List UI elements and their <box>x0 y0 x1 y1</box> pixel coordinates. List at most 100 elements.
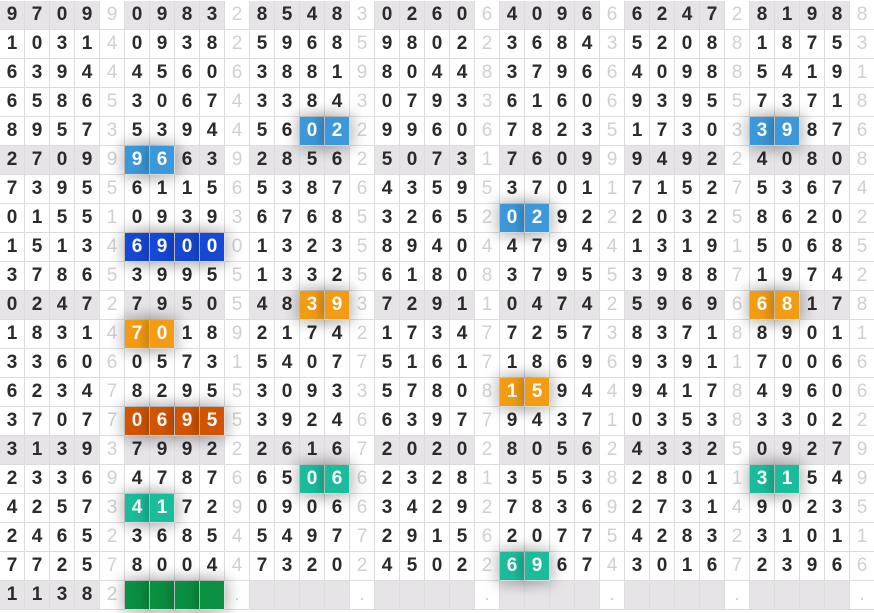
digit-cell: 7 <box>25 146 50 175</box>
highlighted-digit-cell: 0 <box>300 117 325 146</box>
digit-cell: 8 <box>325 204 350 233</box>
digit-cell: 9 <box>775 378 800 407</box>
digit-cell: 2 <box>650 523 675 552</box>
digit-cell: 2 <box>0 523 25 552</box>
digit-cell: 4 <box>125 59 150 88</box>
digit-cell: 1 <box>250 262 275 291</box>
highlighted-digit-cell: 0 <box>200 233 225 262</box>
digit-cell: 7 <box>200 88 225 117</box>
separator-digit-cell: 6 <box>475 523 500 552</box>
digit-cell: 1 <box>525 88 550 117</box>
digit-cell: 5 <box>525 465 550 494</box>
digit-cell: 9 <box>575 349 600 378</box>
digit-cell: 3 <box>500 175 525 204</box>
digit-cell: 7 <box>125 291 150 320</box>
digit-cell <box>500 581 525 610</box>
digit-cell: 3 <box>400 175 425 204</box>
digit-cell: 0 <box>775 349 800 378</box>
digit-cell: 8 <box>50 262 75 291</box>
digit-cell: 3 <box>250 59 275 88</box>
digit-cell: 6 <box>425 1 450 30</box>
digit-cell: 6 <box>825 349 850 378</box>
digit-cell: 2 <box>800 204 825 233</box>
separator-digit-cell: 8 <box>600 465 625 494</box>
digit-cell: 3 <box>50 30 75 59</box>
digit-cell <box>800 581 825 610</box>
digit-cell: 5 <box>550 320 575 349</box>
digit-cell: 3 <box>400 465 425 494</box>
digit-cell: 4 <box>450 320 475 349</box>
digit-cell: 5 <box>200 378 225 407</box>
separator-digit-cell: 2 <box>100 523 125 552</box>
digit-cell: 1 <box>800 59 825 88</box>
digit-cell: 9 <box>75 1 100 30</box>
separator-digit-cell: 3 <box>100 117 125 146</box>
digit-cell <box>550 581 575 610</box>
digit-cell: 7 <box>275 204 300 233</box>
digit-cell: 9 <box>675 146 700 175</box>
digit-cell: 8 <box>525 494 550 523</box>
digit-cell: 5 <box>200 262 225 291</box>
digit-cell: 0 <box>800 407 825 436</box>
digit-cell: 6 <box>575 494 600 523</box>
digit-cell: 6 <box>175 59 200 88</box>
digit-cell: 8 <box>375 233 400 262</box>
separator-digit-cell: 8 <box>725 59 750 88</box>
highlighted-digit-cell <box>200 581 225 610</box>
digit-cell: 8 <box>300 59 325 88</box>
separator-digit-cell: 1 <box>475 146 500 175</box>
digit-cell: 0 <box>50 146 75 175</box>
digit-cell: 9 <box>50 175 75 204</box>
digit-cell: 5 <box>200 523 225 552</box>
digit-cell: 3 <box>25 59 50 88</box>
highlighted-digit-cell <box>125 581 150 610</box>
digit-cell: 7 <box>325 523 350 552</box>
digit-cell: 1 <box>0 233 25 262</box>
digit-cell: 2 <box>300 233 325 262</box>
separator-digit-cell: 2 <box>475 30 500 59</box>
digit-cell: 1 <box>700 465 725 494</box>
digit-cell: 2 <box>700 175 725 204</box>
digit-cell: 4 <box>325 320 350 349</box>
digit-cell: 3 <box>200 146 225 175</box>
digit-cell: 5 <box>75 523 100 552</box>
digit-cell: 5 <box>375 146 400 175</box>
separator-digit-cell: 2 <box>850 407 874 436</box>
digit-cell: 9 <box>650 291 675 320</box>
digit-cell: 7 <box>675 320 700 349</box>
digit-cell: 3 <box>25 175 50 204</box>
digit-cell: 1 <box>0 320 25 349</box>
separator-digit-cell: 6 <box>475 1 500 30</box>
digit-cell: 0 <box>400 59 425 88</box>
highlighted-digit-cell: 6 <box>150 146 175 175</box>
digit-cell: 5 <box>750 59 775 88</box>
digit-cell: 6 <box>50 523 75 552</box>
digit-cell: 0 <box>175 552 200 581</box>
digit-cell: 2 <box>200 494 225 523</box>
separator-digit-cell: 1 <box>725 465 750 494</box>
digit-cell: 0 <box>50 1 75 30</box>
digit-cell: 1 <box>25 581 50 610</box>
digit-cell: 8 <box>825 1 850 30</box>
digit-cell: 0 <box>325 552 350 581</box>
digit-cell: 6 <box>300 30 325 59</box>
separator-digit-cell: 9 <box>100 465 125 494</box>
digit-cell: 8 <box>200 320 225 349</box>
separator-digit-cell: 2 <box>475 552 500 581</box>
digit-cell: 5 <box>200 175 225 204</box>
digit-cell: 6 <box>625 1 650 30</box>
digit-cell: 3 <box>50 581 75 610</box>
digit-cell: 7 <box>825 436 850 465</box>
separator-digit-cell: 2 <box>100 581 125 610</box>
separator-digit-cell: 4 <box>100 233 125 262</box>
digit-cell: 5 <box>375 349 400 378</box>
digit-cell: 6 <box>550 88 575 117</box>
digit-cell: 3 <box>675 436 700 465</box>
digit-cell: 4 <box>525 407 550 436</box>
digit-cell: 4 <box>0 494 25 523</box>
digit-cell: 4 <box>675 1 700 30</box>
digit-cell: 8 <box>825 233 850 262</box>
digit-cell: 3 <box>650 233 675 262</box>
separator-digit-cell: 6 <box>100 349 125 378</box>
